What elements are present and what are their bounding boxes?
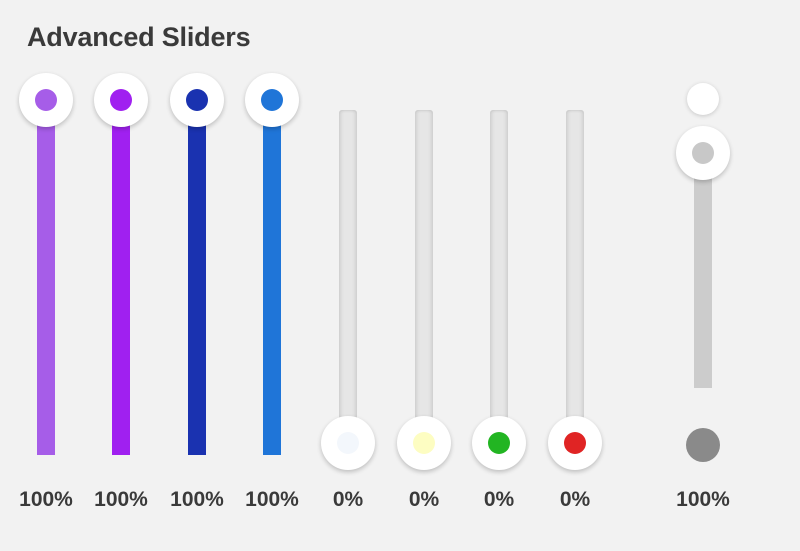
vertical-slider[interactable]: 100% — [167, 0, 227, 551]
slider-fill — [263, 110, 281, 455]
slider-value: 100% — [170, 488, 224, 511]
slider-knob[interactable] — [548, 416, 602, 470]
vertical-slider[interactable]: 0% — [545, 0, 605, 551]
slider-value: 100% — [94, 488, 148, 511]
vertical-slider[interactable]: 100% — [91, 0, 151, 551]
slider-knob-dot — [564, 432, 586, 454]
slider-fill — [112, 110, 130, 455]
slider-knob[interactable] — [19, 73, 73, 127]
range-slider-knob-dot — [692, 142, 714, 164]
slider-knob[interactable] — [94, 73, 148, 127]
slider-value: 0% — [559, 488, 591, 511]
range-slider-value: 100% — [676, 488, 730, 511]
slider-knob-dot — [413, 432, 435, 454]
range-slider[interactable]: 100% — [670, 0, 730, 551]
vertical-slider[interactable]: 100% — [16, 0, 76, 551]
slider-track[interactable] — [415, 110, 433, 455]
vertical-slider[interactable]: 0% — [394, 0, 454, 551]
slider-knob[interactable] — [321, 416, 375, 470]
slider-knob[interactable] — [170, 73, 224, 127]
slider-value: 0% — [332, 488, 364, 511]
vertical-slider[interactable]: 100% — [242, 0, 302, 551]
range-slider-track[interactable] — [694, 150, 712, 388]
slider-fill — [37, 110, 55, 455]
vertical-slider[interactable]: 0% — [318, 0, 378, 551]
range-slider-bottom-handle[interactable] — [686, 428, 720, 462]
slider-track[interactable] — [490, 110, 508, 455]
slider-knob-dot — [261, 89, 283, 111]
slider-knob[interactable] — [245, 73, 299, 127]
slider-track[interactable] — [566, 110, 584, 455]
vertical-slider[interactable]: 0% — [469, 0, 529, 551]
slider-knob-dot — [186, 89, 208, 111]
range-slider-knob[interactable] — [676, 126, 730, 180]
slider-value: 0% — [483, 488, 515, 511]
slider-knob[interactable] — [472, 416, 526, 470]
slider-knob-dot — [35, 89, 57, 111]
slider-fill — [188, 110, 206, 455]
slider-knob[interactable] — [397, 416, 451, 470]
slider-knob-dot — [488, 432, 510, 454]
range-slider-top-handle[interactable] — [687, 83, 719, 115]
slider-knob-dot — [337, 432, 359, 454]
slider-knob-dot — [110, 89, 132, 111]
slider-value: 0% — [408, 488, 440, 511]
slider-track[interactable] — [339, 110, 357, 455]
slider-value: 100% — [245, 488, 299, 511]
slider-value: 100% — [19, 488, 73, 511]
panel-title: Advanced Sliders — [27, 22, 251, 52]
